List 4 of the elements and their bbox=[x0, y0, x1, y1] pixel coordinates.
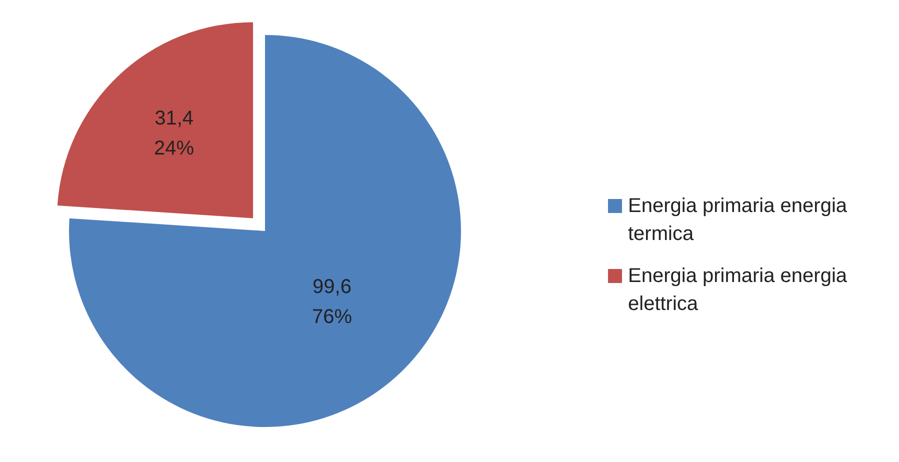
legend-label: Energia primaria energia elettrica bbox=[628, 264, 848, 317]
legend-label: Energia primaria energia termica bbox=[628, 194, 848, 247]
data-label: 31,4 24% bbox=[154, 107, 194, 160]
data-label: 99,6 76% bbox=[312, 276, 352, 328]
